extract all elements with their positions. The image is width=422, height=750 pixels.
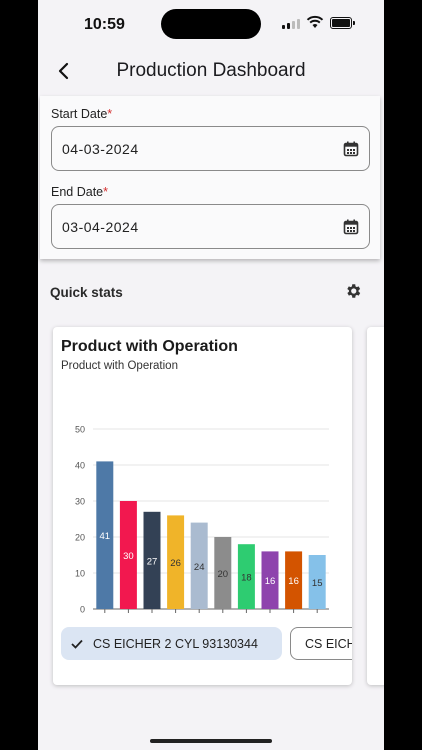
required-mark: * <box>103 185 108 199</box>
bar-value-label: 20 <box>218 569 229 580</box>
y-tick-label: 20 <box>75 533 85 543</box>
phone-screen: 10:59 Production Dashboard Start Date* 0… <box>38 0 384 750</box>
check-icon <box>71 639 83 649</box>
product-chip-row: CS EICHER 2 CYL 93130344 CS EICHER <box>61 627 352 661</box>
bar <box>214 537 232 609</box>
page-title: Production Dashboard <box>116 60 306 81</box>
product-chip[interactable]: CS EICHER <box>290 627 352 660</box>
bar-chart: 0 10 20 30 40 50 41 30 27 26 24 20 18 16 16 15 <box>75 425 329 615</box>
bar-value-label: 16 <box>288 576 299 587</box>
product-chip-label: CS EICHER <box>305 636 352 651</box>
app-header: Production Dashboard <box>38 50 384 94</box>
y-tick-label: 40 <box>75 461 85 471</box>
y-tick-label: 10 <box>75 569 85 579</box>
bar <box>143 511 161 609</box>
chart-title: Product with Operation <box>61 338 238 355</box>
bar <box>167 515 185 609</box>
start-date-label-text: Start Date <box>51 107 108 121</box>
next-chart-card-peek <box>367 327 384 685</box>
y-tick-label: 0 <box>80 605 85 615</box>
bar <box>237 544 255 609</box>
bar-value-label: 15 <box>312 578 323 589</box>
start-date-field[interactable]: 04-03-2024 <box>51 126 370 171</box>
gear-icon[interactable] <box>344 282 362 300</box>
product-operation-chart-card: Product with Operation Product with Oper… <box>53 327 352 685</box>
bar <box>308 555 326 609</box>
wifi-icon <box>306 15 324 28</box>
required-mark: * <box>107 107 113 121</box>
end-date-field[interactable]: 03-04-2024 <box>51 204 370 249</box>
start-date-value: 04-03-2024 <box>62 141 139 157</box>
bar-value-label: 27 <box>147 556 158 567</box>
bar <box>261 551 279 609</box>
bar <box>190 522 208 609</box>
end-date-value: 03-04-2024 <box>62 219 139 235</box>
bar-value-label: 16 <box>265 576 276 587</box>
product-chip-selected[interactable]: CS EICHER 2 CYL 93130344 <box>61 627 282 660</box>
product-chip-label: CS EICHER 2 CYL 93130344 <box>93 636 258 651</box>
end-date-label-text: End Date <box>51 185 104 199</box>
back-button[interactable] <box>50 58 76 84</box>
start-date-label: Start Date* <box>51 107 112 121</box>
bar-value-label: 30 <box>123 551 134 562</box>
bar-value-label: 18 <box>241 573 252 584</box>
calendar-icon[interactable] <box>343 141 359 157</box>
signal-icon <box>282 19 300 29</box>
chart-subtitle: Product with Operation <box>61 360 178 372</box>
bar-value-label: 24 <box>194 562 205 573</box>
calendar-icon[interactable] <box>343 219 359 235</box>
chevron-left-icon <box>58 62 69 80</box>
y-tick-label: 50 <box>75 425 85 435</box>
y-tick-label: 30 <box>75 497 85 507</box>
status-time: 10:59 <box>84 16 125 33</box>
date-range-card: Start Date* 04-03-2024 End Date* 03-04-2… <box>40 96 380 259</box>
status-bar: 10:59 <box>38 0 384 50</box>
bar <box>285 551 303 609</box>
home-indicator <box>150 739 272 743</box>
bar <box>96 461 114 609</box>
bar-value-label: 41 <box>100 531 111 542</box>
dynamic-island <box>161 9 261 39</box>
battery-icon <box>330 17 355 29</box>
bar-value-label: 26 <box>170 558 181 569</box>
end-date-label: End Date* <box>51 185 108 199</box>
bar <box>119 501 137 609</box>
quick-stats-label: Quick stats <box>50 285 123 300</box>
